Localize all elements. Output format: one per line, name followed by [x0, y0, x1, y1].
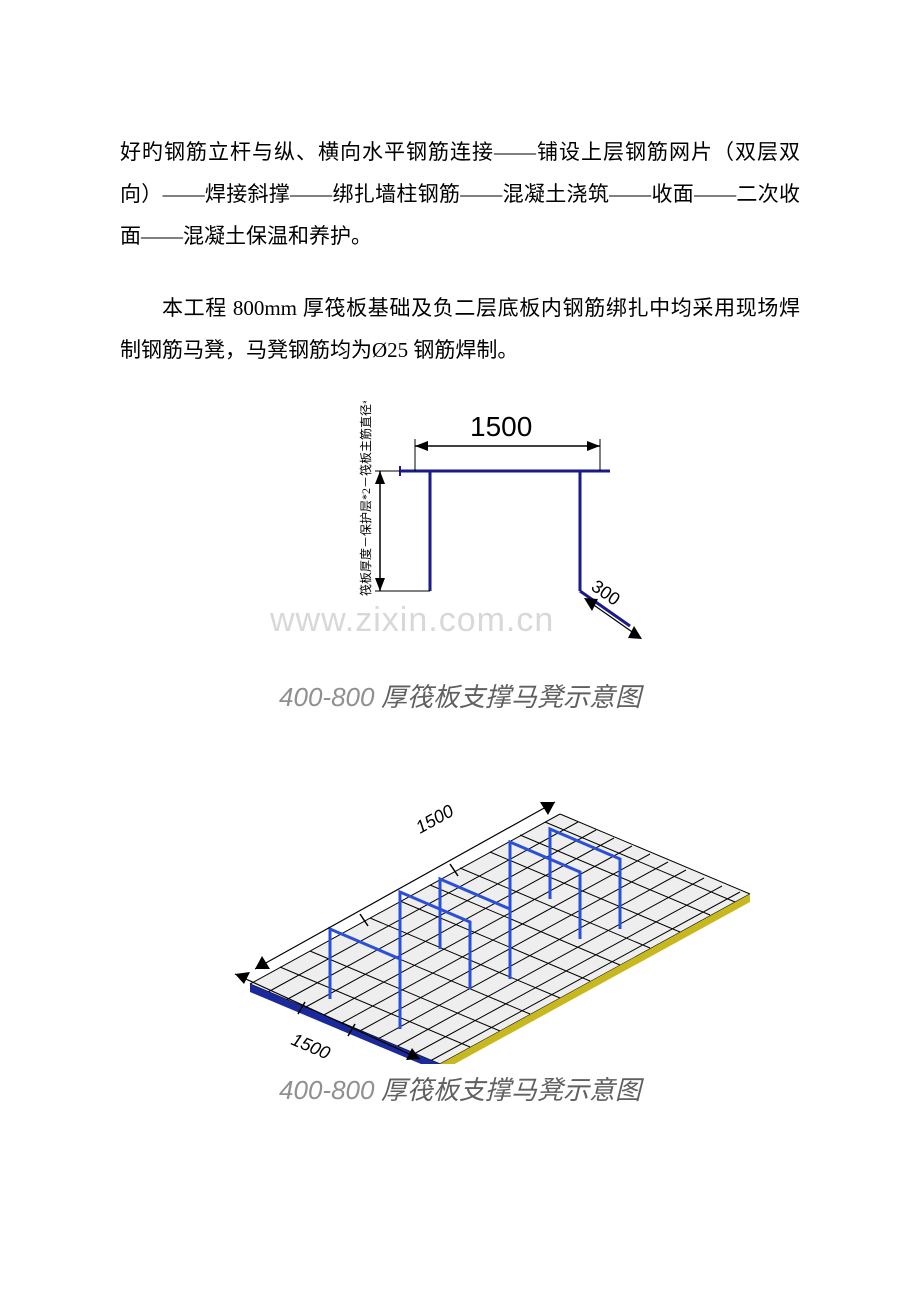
dim-top-value: 1500	[470, 411, 532, 442]
paragraph-2: 本工程 800mm 厚筏板基础及负二层底板内钢筋绑扎中均采用现场焊制钢筋马凳，马…	[120, 287, 800, 371]
figure-2-svg: 1500 1500	[140, 744, 780, 1064]
dim-top: 1500	[415, 411, 600, 471]
figure-2-caption: 400-800 厚筏板支撑马凳示意图	[120, 1070, 800, 1107]
figure-1-caption: 400-800 厚筏板支撑马凳示意图	[120, 677, 800, 714]
dim-iso-left-value: 1500	[288, 1029, 333, 1063]
dim-left-label: 筏板厚度－保护层*2－筏板主筋直径*2	[358, 401, 373, 596]
figure-1-caption-num: 400-800	[279, 682, 374, 712]
dim-iso-back-value: 1500	[412, 801, 457, 838]
paragraph-1: 好旳钢筋立杆与纵、横向水平钢筋连接——铺设上层钢筋网片（双层双向）——焊接斜撑—…	[120, 131, 800, 257]
document-page: 好旳钢筋立杆与纵、横向水平钢筋连接——铺设上层钢筋网片（双层双向）——焊接斜撑—…	[0, 0, 920, 1197]
dim-diag: 300	[584, 576, 642, 639]
dim-left: 筏板厚度－保护层*2－筏板主筋直径*2	[358, 401, 430, 596]
figure-1-caption-text: 厚筏板支撑马凳示意图	[381, 683, 641, 712]
figure-1: www.zixin.com.cn 1500	[120, 401, 800, 714]
figure-2: 1500 1500 400-800 厚筏板支撑马凳示意图	[120, 744, 800, 1107]
figure-2-caption-num: 400-800	[279, 1075, 374, 1105]
watermark-text: www.zixin.com.cn	[269, 601, 554, 639]
figure-2-caption-text: 厚筏板支撑马凳示意图	[381, 1076, 641, 1105]
figure-1-svg: www.zixin.com.cn 1500	[200, 401, 720, 671]
